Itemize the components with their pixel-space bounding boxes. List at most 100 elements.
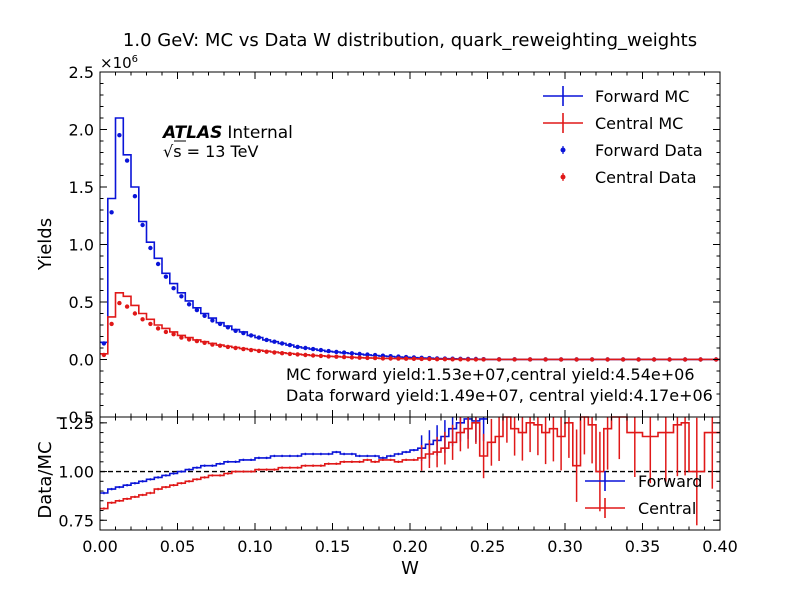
central-ratio-error-bars xyxy=(103,417,714,526)
x-tick-label: 0.20 xyxy=(392,537,428,556)
top-series-layer xyxy=(100,117,720,362)
central-data-point xyxy=(256,348,262,354)
forward-data-point xyxy=(101,341,107,346)
central-data-point xyxy=(636,357,641,362)
forward-data-point xyxy=(163,274,169,279)
central-data-point xyxy=(605,357,610,362)
forward-mc-legend-label: Forward MC xyxy=(595,87,689,106)
central-data-point xyxy=(442,357,448,362)
forward-data-point xyxy=(334,349,339,355)
forward-data-point xyxy=(117,133,122,138)
x-tick-label: 0.00 xyxy=(82,537,118,556)
yield-annotation: MC forward yield:1.53e+07,central yield:… xyxy=(286,365,695,384)
x-tick-label: 0.35 xyxy=(625,537,661,556)
central-mc-legend-label: Central MC xyxy=(595,114,683,133)
forward-data-point xyxy=(310,346,316,352)
central-data-point xyxy=(512,357,517,362)
forward-data-point xyxy=(155,261,161,267)
central-data-point xyxy=(651,357,657,362)
central-data-point xyxy=(481,357,486,362)
central-data-point xyxy=(341,354,347,360)
central-data-legend-label: Central Data xyxy=(595,168,697,187)
central-data-point xyxy=(326,354,331,359)
central-data-point xyxy=(202,340,207,345)
y-tick-label: 1.0 xyxy=(69,236,94,255)
energy-sqrt: √s xyxy=(163,142,182,161)
forward-data-point xyxy=(225,325,231,330)
ratio-y-tick-label: 0.75 xyxy=(58,511,94,530)
central-data-point xyxy=(186,337,192,342)
forward-data-point xyxy=(217,321,223,327)
central-data-point xyxy=(117,300,122,306)
central-data-point xyxy=(318,353,324,359)
x-tick-label: 0.40 xyxy=(702,537,738,556)
forward-data-point xyxy=(140,222,145,228)
top-y-axis-label: Yields xyxy=(35,218,56,271)
y-tick-label: 0.0 xyxy=(69,351,94,370)
central-ratio-legend-label: Central xyxy=(638,499,696,518)
x-tick-label: 0.15 xyxy=(315,537,351,556)
y-tick-label: −0.5 xyxy=(55,408,94,427)
y-tick-label: 2.5 xyxy=(69,63,94,82)
atlas-label: ATLAS Internal xyxy=(161,123,293,143)
central-data-point xyxy=(698,357,703,362)
forward-data-point xyxy=(248,333,254,338)
central-data-point xyxy=(574,357,579,362)
forward-ratio-line xyxy=(100,418,488,494)
central-data-point xyxy=(295,352,300,357)
central-data-point xyxy=(558,357,564,362)
central-data-point xyxy=(163,329,169,335)
forward-data-point xyxy=(186,302,192,307)
forward-data-point xyxy=(349,351,355,356)
x-tick-label: 0.10 xyxy=(237,537,273,556)
central-data-point xyxy=(388,356,393,361)
forward-data-point xyxy=(124,158,130,163)
forward-data-legend-label: Forward Data xyxy=(595,141,703,160)
central-data-point xyxy=(233,345,238,351)
x-axis-label: W xyxy=(401,558,419,579)
central-data-point xyxy=(179,335,184,340)
central-data-point xyxy=(403,356,409,361)
chart-title: 1.0 GeV: MC vs Data W distribution, quar… xyxy=(123,30,697,51)
central-data-point xyxy=(349,355,355,360)
central-data-point xyxy=(334,354,339,359)
forward-data-point xyxy=(326,348,331,354)
forward-data-point xyxy=(303,345,308,351)
forward-data-point xyxy=(202,313,207,318)
central-data-point xyxy=(124,304,130,309)
central-data-point xyxy=(248,347,254,353)
y-tick-label: 1.5 xyxy=(69,178,94,197)
forward-data-point xyxy=(357,351,362,357)
central-data-point xyxy=(241,346,246,352)
top-panel: −0.5 0.0 0.5 1.0 1.5 2.0 2.5 ×106 Yields ATLAS… xyxy=(35,54,721,427)
x-tick-label: 0.25 xyxy=(470,537,506,556)
central-data-point xyxy=(458,357,463,362)
central-data-point xyxy=(148,321,153,327)
forward-data-point xyxy=(279,341,285,346)
central-data-point xyxy=(589,357,595,362)
central-data-point xyxy=(171,332,176,337)
central-data-point xyxy=(450,357,455,362)
forward-ratio-legend-label: Forward xyxy=(638,472,702,491)
ratio-y-axis-label: Data/MC xyxy=(35,441,56,518)
forward-data-point xyxy=(256,335,262,340)
top-legend: Forward MC Central MC Forward Data Central … xyxy=(543,86,703,187)
central-data-point xyxy=(667,357,672,362)
forward-data-point xyxy=(341,350,347,355)
central-data-point xyxy=(419,356,424,362)
y-tick-label: 2.0 xyxy=(69,121,94,140)
ratio-panel: 0.75 1.00 1.25 0.00 0.05 0.10 0.15 0.20 0.25 0.3… xyxy=(35,414,738,579)
central-data-point xyxy=(287,351,293,357)
central-data-point xyxy=(396,356,401,361)
central-data-point xyxy=(132,311,138,316)
central-data-point xyxy=(543,357,548,362)
yield-annotations: MC forward yield:1.53e+07,central yield:… xyxy=(286,365,713,405)
forward-data-point xyxy=(241,330,246,336)
central-data-point xyxy=(620,357,626,362)
central-data-point xyxy=(310,353,316,358)
central-data-point xyxy=(527,357,533,362)
forward-data-point xyxy=(233,328,238,333)
ratio-x-ticks: 0.00 0.05 0.10 0.15 0.20 0.25 0.30 0.35 0.40 xyxy=(82,417,738,556)
atlas-name: ATLAS xyxy=(161,123,222,143)
central-data-point xyxy=(210,342,215,347)
